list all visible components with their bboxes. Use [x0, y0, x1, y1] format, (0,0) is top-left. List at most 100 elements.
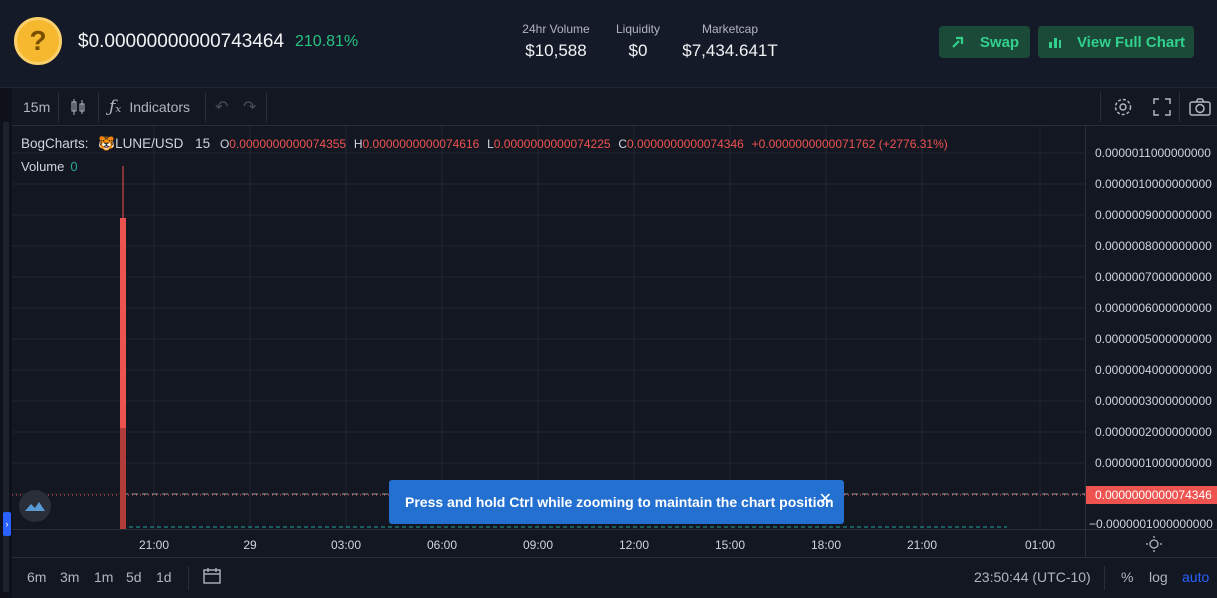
- x-tick: 21:00: [906, 538, 938, 552]
- x-tick: 21:00: [138, 538, 170, 552]
- tiger-emoji-icon: 🐯: [98, 136, 116, 151]
- stat-volume: 24hr Volume $10,588: [518, 22, 594, 61]
- stat-label: Liquidity: [615, 22, 661, 36]
- expand-toolbar-handle[interactable]: ›: [3, 512, 11, 536]
- auto-toggle[interactable]: auto: [1182, 569, 1210, 585]
- close-icon[interactable]: ✕: [818, 491, 832, 508]
- x-tick: 01:00: [1024, 538, 1056, 552]
- redo-icon: ↷: [243, 99, 257, 116]
- y-tick: 0.0000003000000000: [1095, 394, 1212, 408]
- range-1d[interactable]: 1d: [156, 569, 172, 585]
- time-axis[interactable]: 21:00 29 03:00 06:00 09:00 12:00 15:00 1…: [12, 529, 1085, 557]
- undo-button[interactable]: ↶: [215, 88, 228, 126]
- legend-high-label: H: [353, 137, 363, 151]
- swap-label: Swap: [979, 33, 1020, 51]
- drawing-toolbar-collapsed: ›: [0, 88, 12, 598]
- x-tick: 06:00: [426, 538, 458, 552]
- y-tick: 0.0000004000000000: [1095, 363, 1212, 377]
- chart-pane[interactable]: [12, 126, 1085, 529]
- settings-button[interactable]: [1113, 88, 1133, 126]
- volume-label: Volume: [21, 159, 65, 174]
- legend-close-label: C: [618, 137, 628, 151]
- candle-body: [120, 218, 126, 494]
- redo-button[interactable]: ↷: [243, 88, 256, 126]
- undo-icon: ↶: [215, 99, 229, 116]
- y-tick: 0.0000006000000000: [1095, 301, 1212, 315]
- function-icon: ƒₓ: [109, 97, 122, 117]
- fullscreen-button[interactable]: [1153, 88, 1171, 126]
- legend-source: BogCharts:: [21, 136, 89, 151]
- view-full-chart-button[interactable]: View Full Chart: [1038, 26, 1194, 58]
- range-6m[interactable]: 6m: [27, 569, 47, 585]
- legend-open-label: O: [219, 137, 230, 151]
- percent-toggle[interactable]: %: [1121, 569, 1134, 585]
- current-price-tag: 0.0000000000074346: [1086, 486, 1217, 504]
- toolbar-divider: [1179, 92, 1180, 122]
- indicators-label: Indicators: [129, 99, 191, 115]
- screenshot-button[interactable]: [1189, 88, 1211, 126]
- chart-toolbar: 15m ƒₓ Indicators ↶ ↷: [12, 88, 1217, 126]
- x-tick: 15:00: [714, 538, 746, 552]
- y-tick: 0.0000002000000000: [1095, 425, 1212, 439]
- drawing-toolbar-track: [3, 122, 9, 592]
- indicators-button[interactable]: ƒₓ Indicators: [109, 88, 190, 126]
- toolbar-divider: [266, 92, 267, 122]
- stat-label: Marketcap: [701, 22, 759, 36]
- legend-delta: +0.0000000000071762 (+2776.31%): [751, 137, 948, 151]
- token-price: $0.00000000000743464: [78, 31, 285, 52]
- y-tick: 0.0000008000000000: [1095, 239, 1212, 253]
- toolbar-divider: [205, 92, 206, 122]
- x-tick: 18:00: [810, 538, 842, 552]
- log-toggle[interactable]: log: [1149, 569, 1168, 585]
- fullscreen-icon: [1153, 98, 1171, 116]
- legend-open: 0.0000000000074355: [229, 137, 347, 151]
- price-axis[interactable]: 0.0000011000000000 0.0000010000000000 0.…: [1085, 126, 1217, 529]
- range-1m[interactable]: 1m: [94, 569, 114, 585]
- view-full-chart-label: View Full Chart: [1076, 33, 1186, 51]
- chart-icon: [1048, 38, 1061, 48]
- clock-timezone[interactable]: 23:50:44 (UTC-10): [974, 569, 1091, 585]
- y-tick: 0.0000009000000000: [1095, 208, 1212, 222]
- x-tick: 29: [243, 538, 257, 552]
- gear-icon: [1114, 98, 1132, 116]
- candlestick-icon: [71, 99, 85, 115]
- range-bar: 6m 3m 1m 5d 1d 23:50:44 (UTC-10) % log a…: [12, 557, 1217, 598]
- chart-canvas: [12, 126, 1085, 529]
- stat-value: $0: [628, 41, 648, 60]
- bottombar-divider: [1104, 566, 1105, 590]
- x-tick: 03:00: [330, 538, 362, 552]
- go-to-date-button[interactable]: [203, 567, 221, 588]
- legend-low-label: L: [487, 137, 494, 151]
- y-tick: −0.0000001000000000: [1089, 517, 1213, 529]
- sun-settings-icon[interactable]: [1146, 536, 1162, 552]
- stat-value: $10,588: [525, 41, 587, 60]
- bogcharts-logo[interactable]: [19, 490, 51, 522]
- candle-style-button[interactable]: [70, 88, 86, 126]
- zoom-hint-toast: Press and hold Ctrl while zooming to mai…: [389, 480, 844, 524]
- range-3m[interactable]: 3m: [60, 569, 80, 585]
- stat-label: 24hr Volume: [522, 22, 590, 36]
- x-tick: 09:00: [522, 538, 554, 552]
- legend-close: 0.0000000000074346: [627, 137, 744, 151]
- stat-marketcap: Marketcap $7,434.641T: [680, 22, 780, 61]
- legend-interval: 15: [195, 136, 211, 151]
- swap-icon: [952, 36, 964, 48]
- camera-icon: [1189, 98, 1211, 116]
- toolbar-divider: [1100, 92, 1101, 122]
- price-change: 210.81%: [295, 33, 359, 50]
- y-tick: 0.0000010000000000: [1095, 177, 1212, 191]
- interval-selector[interactable]: 15m: [23, 99, 51, 115]
- volume-value: 0: [70, 159, 78, 174]
- y-tick: 0.0000011000000000: [1095, 146, 1211, 160]
- token-header: ? $0.00000000000743464 210.81% 24hr Volu…: [0, 0, 1217, 88]
- toast-message: Press and hold Ctrl while zooming to mai…: [405, 494, 834, 510]
- toolbar-divider: [98, 92, 99, 122]
- volume-legend: Volume 0: [21, 159, 78, 174]
- legend-low: 0.0000000000074225: [493, 137, 611, 151]
- calendar-icon: [203, 568, 221, 584]
- range-5d[interactable]: 5d: [126, 569, 142, 585]
- swap-button[interactable]: Swap: [939, 26, 1030, 58]
- axis-settings-corner: [1085, 529, 1217, 557]
- stat-liquidity: Liquidity $0: [608, 22, 668, 61]
- legend-pair[interactable]: LUNE/USD: [115, 136, 184, 151]
